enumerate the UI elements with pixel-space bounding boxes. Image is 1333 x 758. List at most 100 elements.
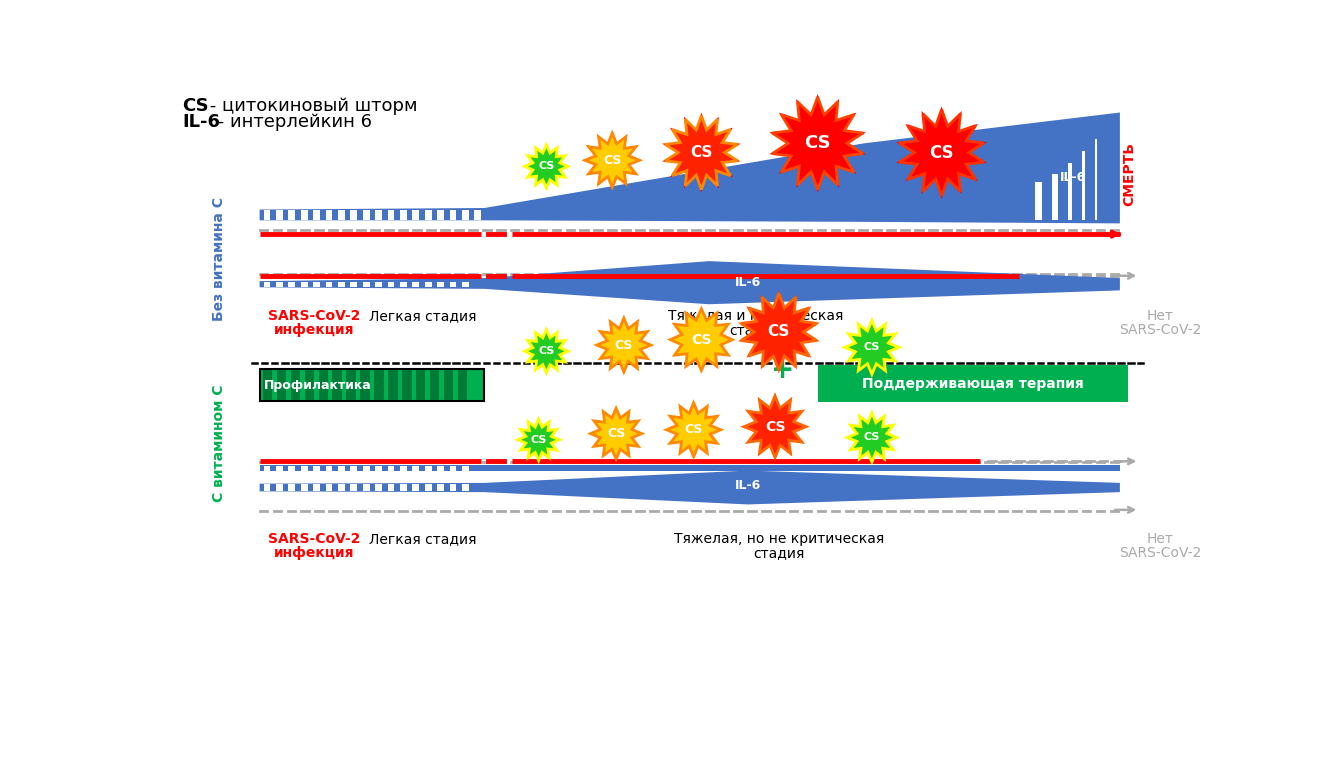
Polygon shape <box>260 471 1120 505</box>
Polygon shape <box>400 466 407 471</box>
Polygon shape <box>304 371 313 399</box>
Text: Тяжелая и критическая: Тяжелая и критическая <box>668 309 844 323</box>
Polygon shape <box>400 282 407 287</box>
Polygon shape <box>525 145 568 188</box>
Text: CS: CS <box>864 433 880 443</box>
Polygon shape <box>591 409 641 459</box>
Polygon shape <box>449 282 456 287</box>
Polygon shape <box>301 466 308 471</box>
Text: +: + <box>770 356 794 384</box>
Polygon shape <box>459 371 468 399</box>
Polygon shape <box>416 371 425 399</box>
Text: SARS-CoV-2: SARS-CoV-2 <box>268 532 360 547</box>
Polygon shape <box>585 133 640 187</box>
Text: CS: CS <box>183 97 209 115</box>
Polygon shape <box>375 210 383 220</box>
Polygon shape <box>337 466 345 471</box>
Polygon shape <box>583 130 643 190</box>
Polygon shape <box>301 484 308 490</box>
Text: стадии: стадии <box>729 323 781 337</box>
Polygon shape <box>463 282 469 287</box>
Polygon shape <box>388 371 397 399</box>
Polygon shape <box>585 133 640 187</box>
Polygon shape <box>1025 182 1036 221</box>
Polygon shape <box>444 371 453 399</box>
Text: Нет: Нет <box>1146 532 1173 547</box>
Polygon shape <box>665 116 737 190</box>
Polygon shape <box>900 109 984 196</box>
Polygon shape <box>817 365 1128 402</box>
Polygon shape <box>741 293 817 371</box>
Polygon shape <box>666 402 721 457</box>
Polygon shape <box>463 484 469 490</box>
Polygon shape <box>425 210 432 220</box>
Polygon shape <box>276 484 283 490</box>
Polygon shape <box>291 371 300 399</box>
Text: CS: CS <box>765 420 785 434</box>
Text: CS: CS <box>615 339 633 352</box>
Polygon shape <box>388 210 395 220</box>
Polygon shape <box>313 484 320 490</box>
Polygon shape <box>437 484 444 490</box>
Polygon shape <box>375 466 383 471</box>
Text: CS: CS <box>864 343 880 352</box>
Polygon shape <box>263 371 272 399</box>
Polygon shape <box>525 330 568 373</box>
Polygon shape <box>772 97 862 190</box>
Polygon shape <box>363 282 369 287</box>
Polygon shape <box>845 321 898 374</box>
Polygon shape <box>772 97 862 190</box>
Polygon shape <box>276 466 283 471</box>
Text: Профилактика: Профилактика <box>264 378 372 392</box>
Polygon shape <box>337 484 345 490</box>
Polygon shape <box>351 282 357 287</box>
Text: С витамином С: С витамином С <box>212 385 227 503</box>
Text: - цитокиновый шторм: - цитокиновый шторм <box>204 97 417 115</box>
Polygon shape <box>449 466 456 471</box>
Polygon shape <box>741 393 809 461</box>
Polygon shape <box>388 282 395 287</box>
Polygon shape <box>769 94 866 193</box>
Text: CS: CS <box>929 143 954 161</box>
Text: CS: CS <box>607 427 625 440</box>
Polygon shape <box>347 371 356 399</box>
Polygon shape <box>363 466 369 471</box>
Text: SARS-CoV-2: SARS-CoV-2 <box>268 309 360 323</box>
Polygon shape <box>846 413 897 462</box>
Text: стадия: стадия <box>753 546 805 560</box>
Polygon shape <box>332 371 341 399</box>
Polygon shape <box>260 465 1120 471</box>
Text: инфекция: инфекция <box>273 546 355 560</box>
Text: CS: CS <box>539 161 555 171</box>
Polygon shape <box>375 371 384 399</box>
Text: CS: CS <box>768 324 790 340</box>
Polygon shape <box>425 484 432 490</box>
Polygon shape <box>276 210 283 220</box>
Text: - интерлейкин 6: - интерлейкин 6 <box>212 113 372 131</box>
Polygon shape <box>313 466 320 471</box>
Polygon shape <box>260 369 484 401</box>
Polygon shape <box>288 282 296 287</box>
Polygon shape <box>276 282 283 287</box>
Polygon shape <box>388 484 395 490</box>
Polygon shape <box>1072 151 1082 221</box>
Polygon shape <box>288 484 296 490</box>
Polygon shape <box>1085 139 1096 221</box>
Text: CS: CS <box>804 134 830 152</box>
Polygon shape <box>400 484 407 490</box>
Text: IL-6: IL-6 <box>1060 171 1086 184</box>
Polygon shape <box>744 396 806 458</box>
Polygon shape <box>375 484 383 490</box>
Polygon shape <box>264 484 271 490</box>
Polygon shape <box>375 282 383 287</box>
Polygon shape <box>449 484 456 490</box>
Polygon shape <box>900 109 984 196</box>
Polygon shape <box>1068 162 1072 221</box>
Text: Без витамина С: Без витамина С <box>212 197 227 321</box>
Polygon shape <box>288 210 296 220</box>
Text: CS: CS <box>690 333 712 346</box>
Polygon shape <box>475 210 481 220</box>
Polygon shape <box>301 210 308 220</box>
Polygon shape <box>360 371 369 399</box>
Text: СМЕРТЬ: СМЕРТЬ <box>1122 142 1136 206</box>
